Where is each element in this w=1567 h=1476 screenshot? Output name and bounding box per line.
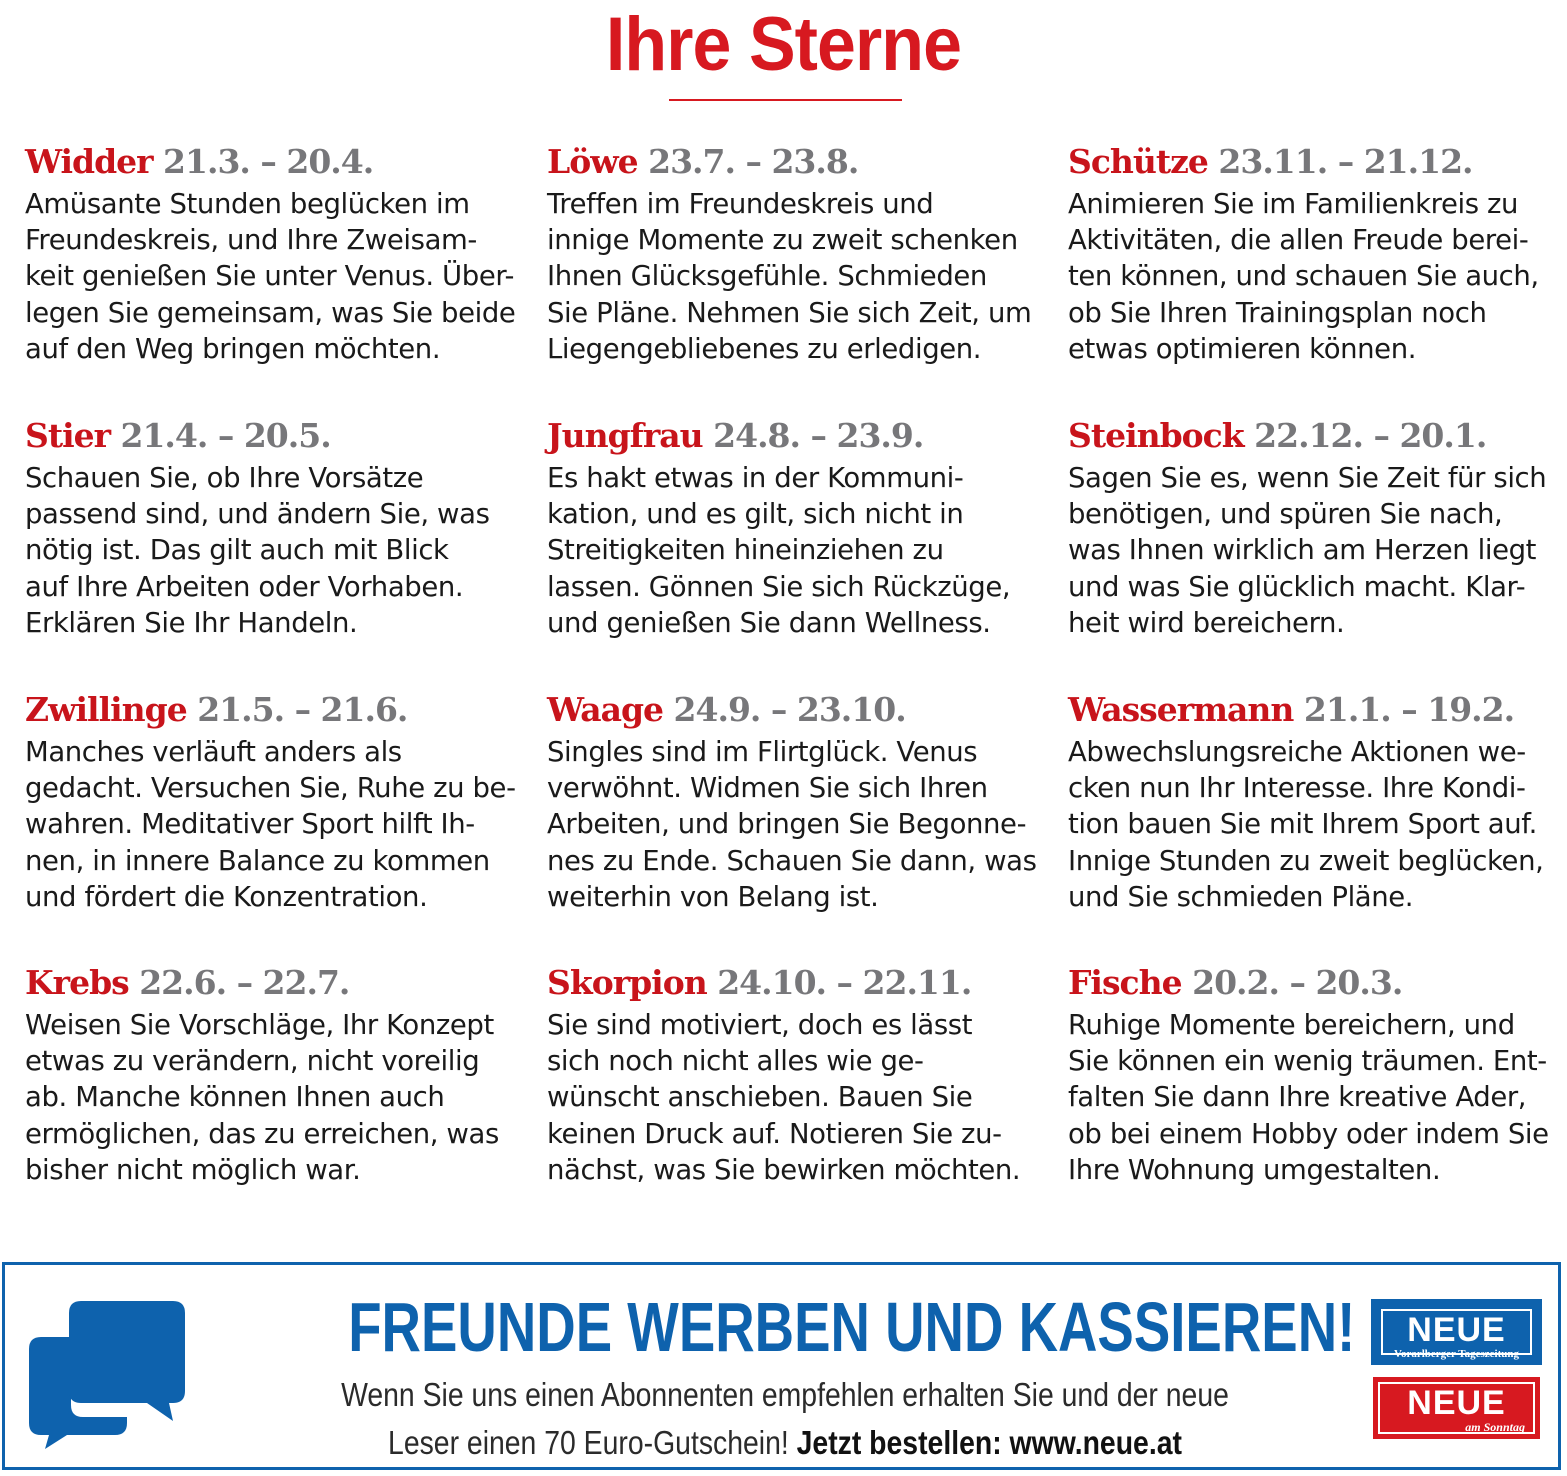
sign-text: Sagen Sie es, wenn Sie Zeit für sich ben…	[1068, 462, 1547, 639]
sign-text: Es hakt etwas in der Kommuni- kation, un…	[547, 462, 1011, 639]
logo-subtitle: Vorarlberger Tageszeitung	[1394, 1348, 1519, 1360]
sign-name: Widder	[25, 142, 154, 181]
sign-text: Animieren Sie im Familienkreis zu Aktivi…	[1068, 188, 1539, 365]
sign-name: Waage	[547, 690, 664, 729]
sign-date: 23.11. – 21.12.	[1218, 142, 1473, 181]
horoscope-loewe: Löwe 23.7. – 23.8. Treffen im Freundeskr…	[547, 142, 1057, 367]
sign-name: Fische	[1068, 963, 1183, 1002]
horoscope-wassermann: Wassermann 21.1. – 19.2. Abwechslungsrei…	[1068, 690, 1567, 915]
sign-name: Skorpion	[547, 963, 708, 1002]
logo-word: NEUE	[1407, 1384, 1506, 1422]
sign-date: 24.9. – 23.10.	[673, 690, 907, 729]
promo-text-line-2: Leser einen 70 Euro-Gutschein! Jetzt bes…	[303, 1423, 1266, 1463]
sign-name: Krebs	[25, 963, 130, 1002]
sign-date: 23.7. – 23.8.	[648, 142, 859, 181]
sign-date: 21.1. – 19.2.	[1303, 690, 1515, 729]
horoscope-jungfrau: Jungfrau 24.8. – 23.9. Es hakt etwas in …	[547, 416, 1057, 641]
sign-name: Löwe	[547, 142, 639, 181]
sign-date: 20.2. – 20.3.	[1192, 963, 1403, 1002]
title-divider	[669, 99, 902, 101]
promo-text: Leser einen 70 Euro-Gutschein!	[388, 1424, 789, 1461]
promo-banner: FREUNDE WERBEN UND KASSIEREN! Wenn Sie u…	[2, 1262, 1561, 1470]
sign-text: Ruhige Momente bereichern, und Sie könne…	[1068, 1009, 1549, 1186]
sign-text: Treffen im Freundeskreis und innige Mome…	[547, 188, 1032, 365]
sign-name: Jungfrau	[547, 416, 704, 455]
sign-text: Abwechslungsreiche Aktionen we- cken nun…	[1068, 736, 1544, 913]
horoscope-widder: Widder 21.3. – 20.4. Amüsante Stunden be…	[25, 142, 535, 367]
sign-date: 22.6. – 22.7.	[139, 963, 350, 1002]
sign-name: Steinbock	[1068, 416, 1245, 455]
horoscope-krebs: Krebs 22.6. – 22.7. Weisen Sie Vorschläg…	[25, 963, 535, 1188]
sign-date: 24.10. – 22.11.	[717, 963, 972, 1002]
chat-bubble-icon	[29, 1301, 185, 1449]
promo-cta-link[interactable]: Jetzt bestellen: www.neue.at	[796, 1424, 1182, 1461]
horoscope-skorpion: Skorpion 24.10. – 22.11. Sie sind motivi…	[547, 963, 1057, 1188]
sign-name: Wassermann	[1068, 690, 1294, 729]
promo-text-line-1: Wenn Sie uns einen Abonnenten empfehlen …	[341, 1376, 1229, 1413]
neue-am-sonntag-logo: NEUE am Sonntag	[1373, 1377, 1540, 1439]
logo-subtitle: am Sonntag	[1465, 1420, 1525, 1434]
horoscope-steinbock: Steinbock 22.12. – 20.1. Sagen Sie es, w…	[1068, 416, 1567, 641]
sign-text: Amüsante Stunden beglücken im Freundeskr…	[25, 188, 516, 365]
horoscope-fische: Fische 20.2. – 20.3. Ruhige Momente bere…	[1068, 963, 1567, 1188]
horoscope-zwillinge: Zwillinge 21.5. – 21.6. Manches verläuft…	[25, 690, 535, 915]
sign-date: 22.12. – 20.1.	[1254, 416, 1487, 455]
horoscope-waage: Waage 24.9. – 23.10. Singles sind im Fli…	[547, 690, 1057, 915]
neue-tageszeitung-logo: NEUE Vorarlberger Tageszeitung	[1371, 1299, 1542, 1365]
sign-text: Manches verläuft anders als gedacht. Ver…	[25, 736, 516, 913]
logo-word: NEUE	[1407, 1311, 1506, 1349]
sign-text: Schauen Sie, ob Ihre Vorsätze passend si…	[25, 462, 490, 639]
horoscope-stier: Stier 21.4. – 20.5. Schauen Sie, ob Ihre…	[25, 416, 535, 641]
sign-name: Schütze	[1068, 142, 1209, 181]
sign-name: Stier	[25, 416, 111, 455]
sign-text: Sie sind motiviert, doch es lässt sich n…	[547, 1009, 1021, 1186]
sign-text: Singles sind im Flirtglück. Venus verwöh…	[547, 736, 1037, 913]
sign-date: 21.4. – 20.5.	[120, 416, 332, 455]
horoscope-schuetze: Schütze 23.11. – 21.12. Animieren Sie im…	[1068, 142, 1567, 367]
promo-headline: FREUNDE WERBEN UND KASSIEREN!	[348, 1288, 1356, 1366]
sign-name: Zwillinge	[25, 690, 188, 729]
sign-date: 21.5. – 21.6.	[197, 690, 408, 729]
sign-date: 24.8. – 23.9.	[713, 416, 924, 455]
sign-date: 21.3. – 20.4.	[163, 142, 374, 181]
page-title: Ihre Sterne	[605, 2, 962, 87]
sign-text: Weisen Sie Vorschläge, Ihr Konzept etwas…	[25, 1009, 499, 1186]
